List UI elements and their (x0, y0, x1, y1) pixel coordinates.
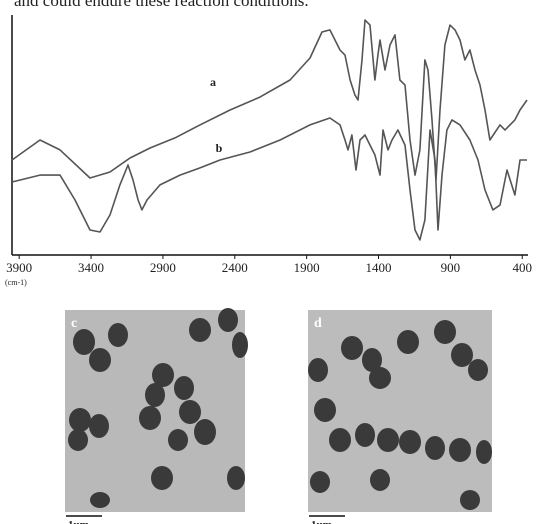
x-tick-label: 1400 (366, 260, 392, 275)
series-label: b (216, 141, 223, 155)
scale-bar-label: 1um (311, 519, 332, 524)
series-line (11, 117, 527, 241)
scale-bar-label: 1um (68, 519, 89, 524)
panel-label: c (71, 316, 77, 331)
x-tick-label: 2900 (150, 260, 176, 275)
x-tick-label: 3400 (78, 260, 104, 275)
x-axis-label: (cm-1) (5, 278, 27, 287)
body-text: and could endure these reaction conditio… (14, 0, 309, 10)
x-tick-label: 3900 (6, 260, 32, 275)
panel-label: d (314, 316, 322, 331)
series-line (11, 19, 528, 181)
micrograph-d (308, 310, 492, 512)
x-tick-label: 1900 (294, 260, 320, 275)
series-label: a (210, 75, 216, 89)
micrograph-c (65, 308, 248, 512)
x-tick-label: 2400 (222, 260, 248, 275)
x-tick-label: 900 (441, 260, 461, 275)
x-tick-label: 400 (513, 260, 533, 275)
